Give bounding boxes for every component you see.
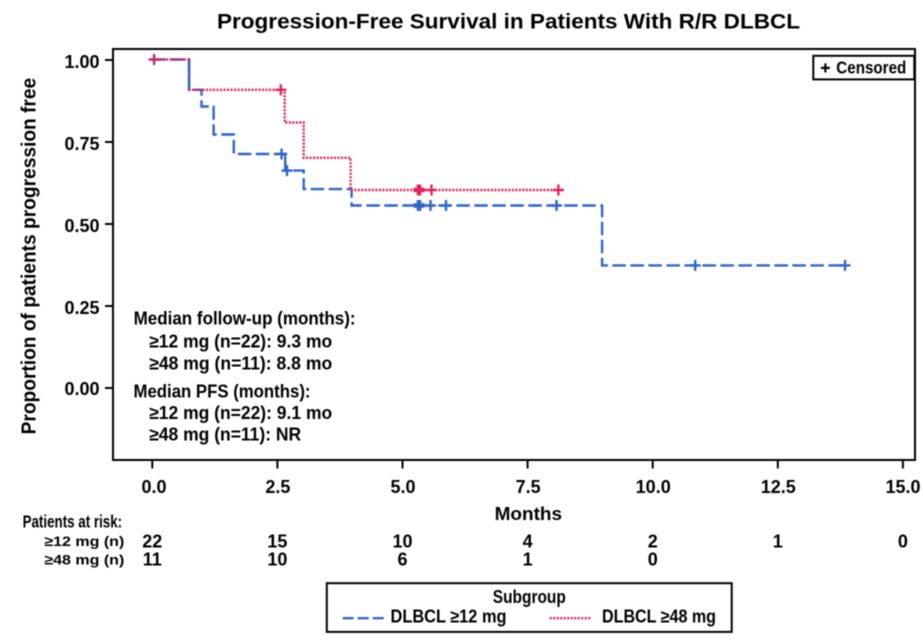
svg-text:≥48 mg (n=11): 8.8 mo: ≥48 mg (n=11): 8.8 mo (149, 353, 332, 373)
svg-text:Median follow-up (months):: Median follow-up (months): (134, 309, 356, 329)
svg-text:10: 10 (392, 531, 412, 551)
svg-text:5.0: 5.0 (390, 477, 415, 497)
svg-text:22: 22 (142, 531, 162, 551)
svg-text:0.25: 0.25 (64, 298, 99, 318)
svg-text:≥12 mg (n=22): 9.3 mo: ≥12 mg (n=22): 9.3 mo (149, 332, 332, 352)
svg-text:11: 11 (143, 550, 162, 570)
svg-text:6: 6 (397, 550, 407, 570)
svg-text:0: 0 (648, 550, 658, 570)
svg-text:1.00: 1.00 (64, 52, 99, 72)
svg-text:0.50: 0.50 (64, 216, 99, 236)
svg-text:0.0: 0.0 (141, 477, 166, 497)
svg-text:15.0: 15.0 (885, 477, 920, 497)
svg-text:≥48 mg (n): ≥48 mg (n) (44, 551, 124, 567)
svg-text:≥48 mg (n=11): NR: ≥48 mg (n=11): NR (149, 424, 301, 444)
svg-text:12.5: 12.5 (761, 477, 796, 497)
svg-text:1: 1 (523, 550, 533, 570)
svg-text:0: 0 (898, 531, 908, 551)
svg-text:Progression-Free Survival in P: Progression-Free Survival in Patients Wi… (217, 10, 800, 33)
svg-text:Patients at risk:: Patients at risk: (23, 512, 123, 532)
svg-text:1: 1 (773, 531, 783, 551)
svg-text:2.5: 2.5 (265, 477, 290, 497)
svg-text:15: 15 (267, 531, 287, 551)
svg-text:Median PFS (months):: Median PFS (months): (134, 381, 311, 401)
svg-text:≥12 mg (n): ≥12 mg (n) (44, 533, 124, 549)
svg-text:Censored: Censored (836, 58, 906, 78)
svg-text:4: 4 (523, 531, 533, 551)
svg-text:DLBCL ≥12 mg: DLBCL ≥12 mg (391, 607, 507, 627)
svg-text:0.00: 0.00 (64, 379, 99, 399)
svg-text:10: 10 (267, 550, 287, 570)
svg-text:≥12 mg (n=22): 9.1 mo: ≥12 mg (n=22): 9.1 mo (149, 403, 332, 423)
svg-text:10.0: 10.0 (636, 477, 671, 497)
svg-text:Subgroup: Subgroup (493, 586, 566, 607)
svg-text:7.5: 7.5 (516, 477, 541, 497)
svg-text:DLBCL ≥48 mg: DLBCL ≥48 mg (602, 607, 716, 627)
svg-text:2: 2 (648, 531, 658, 551)
svg-text:0.75: 0.75 (64, 134, 99, 154)
svg-text:Months: Months (495, 503, 563, 524)
svg-text:Proportion of patients progres: Proportion of patients progression free (19, 78, 41, 435)
